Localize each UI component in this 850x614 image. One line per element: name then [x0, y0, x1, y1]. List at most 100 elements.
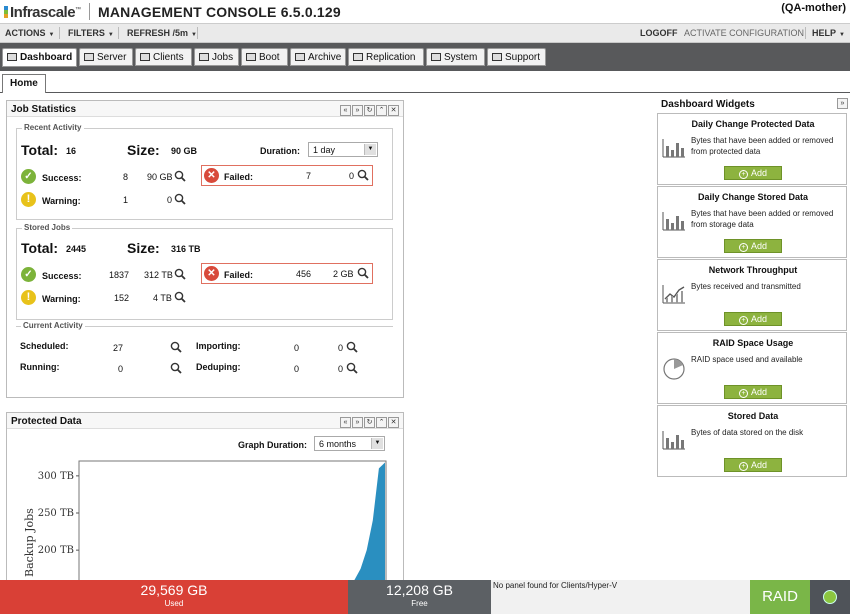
add-widget-button[interactable]: + Add: [724, 458, 782, 472]
collapse-left-icon[interactable]: «: [340, 105, 351, 116]
stored-jobs-group: Stored Jobs Total: 2445 Size: 316 TB ✓ S…: [16, 223, 393, 320]
failed-box: ✕ Failed: 7 0: [201, 165, 373, 186]
tab-boot[interactable]: Boot: [241, 48, 288, 66]
failed-x-icon: ✕: [204, 168, 219, 183]
failed-size: 0: [349, 171, 355, 181]
add-button-label: Add: [750, 387, 767, 397]
tab-label: Clients: [153, 52, 184, 63]
scheduled-value: 27: [113, 343, 124, 353]
free-value: 12,208 GB: [386, 582, 453, 598]
importing-size: 0: [338, 343, 344, 353]
search-icon[interactable]: [174, 193, 186, 205]
replication-icon: [353, 53, 363, 61]
widget-title: Daily Change Stored Data: [697, 192, 809, 202]
refresh-menu[interactable]: REFRESH /5m ▼: [127, 28, 197, 38]
duration-label: Duration:: [260, 146, 300, 156]
collapse-left-icon[interactable]: «: [340, 417, 351, 428]
refresh-icon[interactable]: ↻: [364, 105, 375, 116]
chevron-up-icon[interactable]: ⌃: [376, 105, 387, 116]
success-size: 90 GB: [147, 172, 173, 182]
help-menu[interactable]: HELP ▼: [812, 28, 845, 38]
search-icon[interactable]: [174, 268, 186, 280]
widget-title: RAID Space Usage: [712, 338, 794, 348]
total-value: 2445: [66, 244, 87, 254]
add-widget-button[interactable]: + Add: [724, 312, 782, 326]
panel-controls: «» ↻ ⌃ ✕: [339, 416, 399, 428]
filters-menu[interactable]: FILTERS ▼: [68, 28, 114, 38]
widget-card: Stored Data Bytes of data stored on the d…: [657, 405, 847, 477]
widgets-title: Dashboard Widgets: [661, 99, 755, 110]
search-icon[interactable]: [357, 169, 369, 181]
system-status[interactable]: [810, 580, 850, 614]
gear-icon: [431, 53, 441, 61]
failed-count: 456: [296, 269, 312, 279]
size-label: Size:: [127, 240, 160, 256]
add-button-label: Add: [750, 241, 767, 251]
expand-right-icon[interactable]: »: [352, 105, 363, 116]
graph-duration-select[interactable]: 6 months ▼: [314, 436, 385, 451]
archive-icon: [295, 53, 305, 61]
server-icon: [84, 53, 94, 61]
deduping-label: Deduping:: [196, 362, 241, 372]
boot-icon: [246, 53, 256, 61]
raid-status-button[interactable]: RAID: [750, 580, 810, 614]
menu-bar: ACTIONS ▼ FILTERS ▼ REFRESH /5m ▼ LOGOFF AC…: [0, 24, 850, 43]
warning-icon: !: [21, 192, 36, 207]
widget-description: Bytes that have been added or removed fr…: [691, 136, 834, 156]
refresh-icon[interactable]: ↻: [364, 417, 375, 428]
current-activity-group: Current Activity Scheduled: 27 Running: …: [16, 321, 393, 386]
search-icon[interactable]: [346, 341, 358, 353]
jobs-icon: [199, 53, 209, 61]
plus-icon: +: [738, 389, 748, 398]
widget-title: Daily Change Protected Data: [691, 119, 815, 129]
bar-chart-icon: [662, 430, 686, 450]
search-icon[interactable]: [170, 341, 182, 353]
actions-menu[interactable]: ACTIONS ▼: [5, 28, 54, 38]
duration-select[interactable]: 1 day ▼: [308, 142, 378, 157]
group-title: Recent Activity: [22, 123, 84, 132]
tab-archive[interactable]: Archive: [290, 48, 346, 66]
activate-configuration-link[interactable]: ACTIVATE CONFIGURATION: [684, 28, 805, 38]
widget-card: Daily Change Protected Data Bytes that ha…: [657, 113, 847, 185]
subtab-home[interactable]: Home: [2, 74, 46, 93]
add-button-label: Add: [750, 460, 767, 470]
search-icon[interactable]: [174, 170, 186, 182]
tab-dashboard[interactable]: Dashboard: [2, 48, 77, 67]
size-value: 316 TB: [171, 244, 201, 254]
search-icon[interactable]: [170, 362, 182, 374]
info-icon: [492, 53, 502, 61]
add-widget-button[interactable]: + Add: [724, 166, 782, 180]
search-icon[interactable]: [346, 362, 358, 374]
expand-right-icon[interactable]: »: [837, 98, 848, 109]
tab-jobs[interactable]: Jobs: [194, 48, 239, 66]
tab-server[interactable]: Server: [79, 48, 133, 66]
pie-chart-icon: [662, 357, 686, 380]
logo-tm: ™: [75, 7, 81, 13]
importing-label: Importing:: [196, 341, 241, 351]
close-icon[interactable]: ✕: [388, 105, 399, 116]
success-label: Success:: [42, 173, 82, 183]
warning-size: 0: [167, 195, 173, 205]
line-chart-icon: [662, 284, 686, 304]
tab-clients[interactable]: Clients: [135, 48, 192, 66]
logoff-link[interactable]: LOGOFF: [640, 28, 678, 38]
plus-icon: +: [738, 170, 748, 179]
add-widget-button[interactable]: + Add: [724, 239, 782, 253]
add-widget-button[interactable]: + Add: [724, 385, 782, 399]
tab-support[interactable]: Support: [487, 48, 546, 66]
tab-system[interactable]: System: [426, 48, 485, 66]
console-title: MANAGEMENT CONSOLE 6.5.0.129: [98, 4, 341, 20]
size-value: 90 GB: [171, 146, 198, 156]
success-check-icon: ✓: [21, 169, 36, 184]
tab-replication[interactable]: Replication: [348, 48, 424, 66]
close-icon[interactable]: ✕: [388, 417, 399, 428]
search-icon[interactable]: [357, 267, 369, 279]
total-label: Total:: [21, 240, 59, 256]
y-tick-label: 250 TB: [38, 508, 74, 519]
expand-right-icon[interactable]: »: [352, 417, 363, 428]
bar-chart-icon: [662, 138, 686, 158]
warning-size: 4 TB: [153, 293, 172, 303]
search-icon[interactable]: [174, 291, 186, 303]
chevron-up-icon[interactable]: ⌃: [376, 417, 387, 428]
y-tick-label: 200 TB: [38, 545, 74, 556]
